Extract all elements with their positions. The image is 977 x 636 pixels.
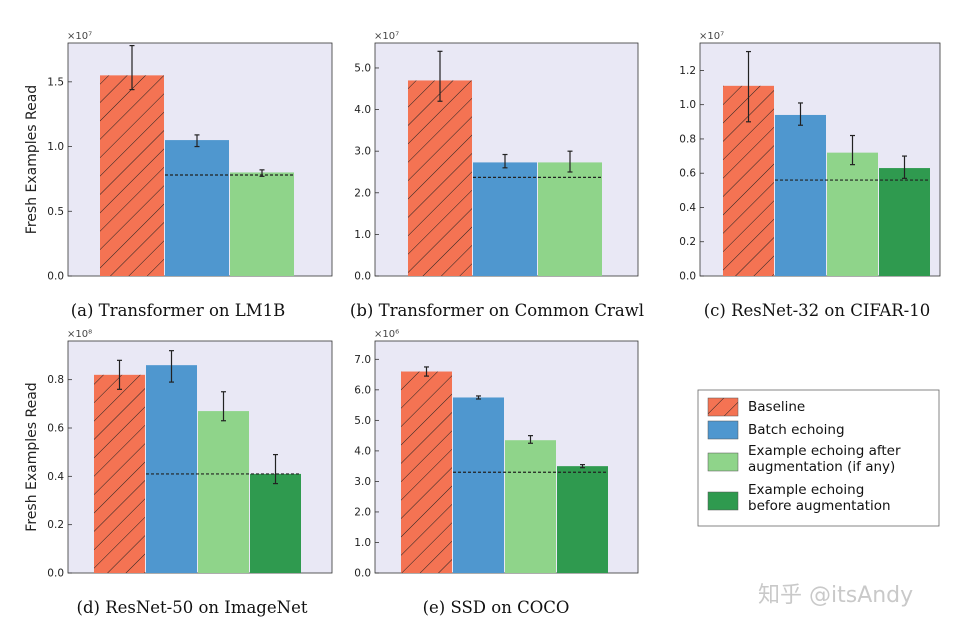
y-tick-label: 3.0 <box>354 476 371 488</box>
bar-hatch <box>408 80 472 276</box>
y-tick-label: 0.5 <box>47 206 64 218</box>
bar-batch_echoing <box>473 162 537 276</box>
y-tick-label: 0.8 <box>47 374 64 386</box>
chart-panel: 0.0 1.0 2.0 3.0 4.0 5.0 ×10⁷ (b) Transformer on… <box>350 31 644 320</box>
y-tick-label: 1.0 <box>679 99 696 111</box>
chart-caption: (a) Transformer on LM1B <box>71 301 286 320</box>
y-tick-label: 0.2 <box>679 236 696 248</box>
legend-label: Example echoing <box>748 482 864 498</box>
chart-caption: (d) ResNet-50 on ImageNet <box>77 598 308 617</box>
legend-swatch-example_after <box>707 452 739 472</box>
bar-batch_echoing <box>165 140 229 276</box>
bar-example_after <box>538 162 602 276</box>
y-tick-label: 5.0 <box>354 62 371 74</box>
watermark: 知乎 @itsAndy <box>758 583 913 608</box>
y-tick-label: 0.0 <box>47 568 64 580</box>
bar-batch_echoing <box>146 365 197 573</box>
y-axis-label: Fresh Examples Read <box>24 85 40 234</box>
legend-swatch-batch_echoing <box>707 420 739 440</box>
y-tick-label: 1.0 <box>47 141 64 153</box>
bar-batch_echoing <box>775 114 826 277</box>
legend-label: augmentation (if any) <box>748 459 895 475</box>
y-tick-label: 4.0 <box>354 445 371 457</box>
legend-swatch-hatch <box>708 398 738 416</box>
bar-example_after <box>505 440 556 573</box>
chart-panel: 0.0 0.2 0.4 0.6 0.8 ×10⁸ Fresh Examples Read (d… <box>24 329 333 617</box>
y-tick-label: 1.0 <box>354 229 371 241</box>
legend-label: before augmentation <box>748 498 891 514</box>
chart-caption: (c) ResNet-32 on CIFAR-10 <box>704 301 931 320</box>
y-tick-label: 4.0 <box>354 104 371 116</box>
legend-label: Example echoing after <box>748 443 901 459</box>
y-tick-label: 0.0 <box>47 271 64 283</box>
bar-example_before <box>250 473 301 573</box>
y-tick-label: 7.0 <box>354 354 371 366</box>
y-tick-label: 0.4 <box>679 202 696 214</box>
bar-example_after <box>198 411 249 573</box>
chart-panel: 0.0 0.5 1.0 1.5 ×10⁷ Fresh Examples Read (a) T… <box>24 31 333 320</box>
y-tick-label: 0.6 <box>679 168 696 180</box>
legend-label: Batch echoing <box>748 422 845 438</box>
y-tick-label: 0.0 <box>354 271 371 283</box>
y-tick-label: 0.8 <box>679 133 696 145</box>
y-tick-label: 1.0 <box>354 537 371 549</box>
y-axis-label: Fresh Examples Read <box>24 382 40 531</box>
y-tick-label: 0.6 <box>47 423 64 435</box>
y-tick-label: 0.0 <box>354 568 371 580</box>
y-tick-label: 3.0 <box>354 146 371 158</box>
y-tick-label: 2.0 <box>354 506 371 518</box>
chart-panel: 0.0 1.0 2.0 3.0 4.0 5.0 6.0 7.0 ×10⁶ (e) SSD on C… <box>354 329 639 617</box>
y-tick-label: 0.0 <box>679 271 696 283</box>
y-tick-label: 6.0 <box>354 384 371 396</box>
axis-exponent: ×10⁷ <box>699 31 724 42</box>
bar-example_before <box>557 466 608 573</box>
y-tick-label: 1.5 <box>47 76 64 88</box>
bar-hatch <box>100 75 164 276</box>
legend-label: Baseline <box>748 399 805 415</box>
chart-caption: (b) Transformer on Common Crawl <box>350 301 644 320</box>
bar-batch_echoing <box>453 397 504 573</box>
chart-panel: 0.0 0.2 0.4 0.6 0.8 1.0 1.2 ×10⁷ (c) ResNet-32 o… <box>679 31 941 320</box>
bar-example_before <box>879 168 930 276</box>
y-tick-label: 5.0 <box>354 415 371 427</box>
bar-example_after <box>230 172 294 276</box>
bar-hatch <box>401 371 452 573</box>
bar-hatch <box>94 374 145 573</box>
y-tick-label: 0.2 <box>47 519 64 531</box>
chart-caption: (e) SSD on COCO <box>423 598 570 617</box>
bar-example_after <box>827 152 878 276</box>
legend: Baseline Batch echoing Example echoing aft… <box>697 389 940 527</box>
axis-exponent: ×10⁷ <box>67 31 92 42</box>
axis-exponent: ×10⁷ <box>374 31 399 42</box>
legend-swatch-example_before <box>707 491 739 511</box>
axis-exponent: ×10⁸ <box>67 329 92 340</box>
y-tick-label: 2.0 <box>354 187 371 199</box>
charts-area: 0.0 0.5 1.0 1.5 ×10⁷ Fresh Examples Read (a) T… <box>24 31 941 617</box>
y-tick-label: 1.2 <box>679 65 696 77</box>
axis-exponent: ×10⁶ <box>374 329 399 340</box>
y-tick-label: 0.4 <box>47 471 64 483</box>
